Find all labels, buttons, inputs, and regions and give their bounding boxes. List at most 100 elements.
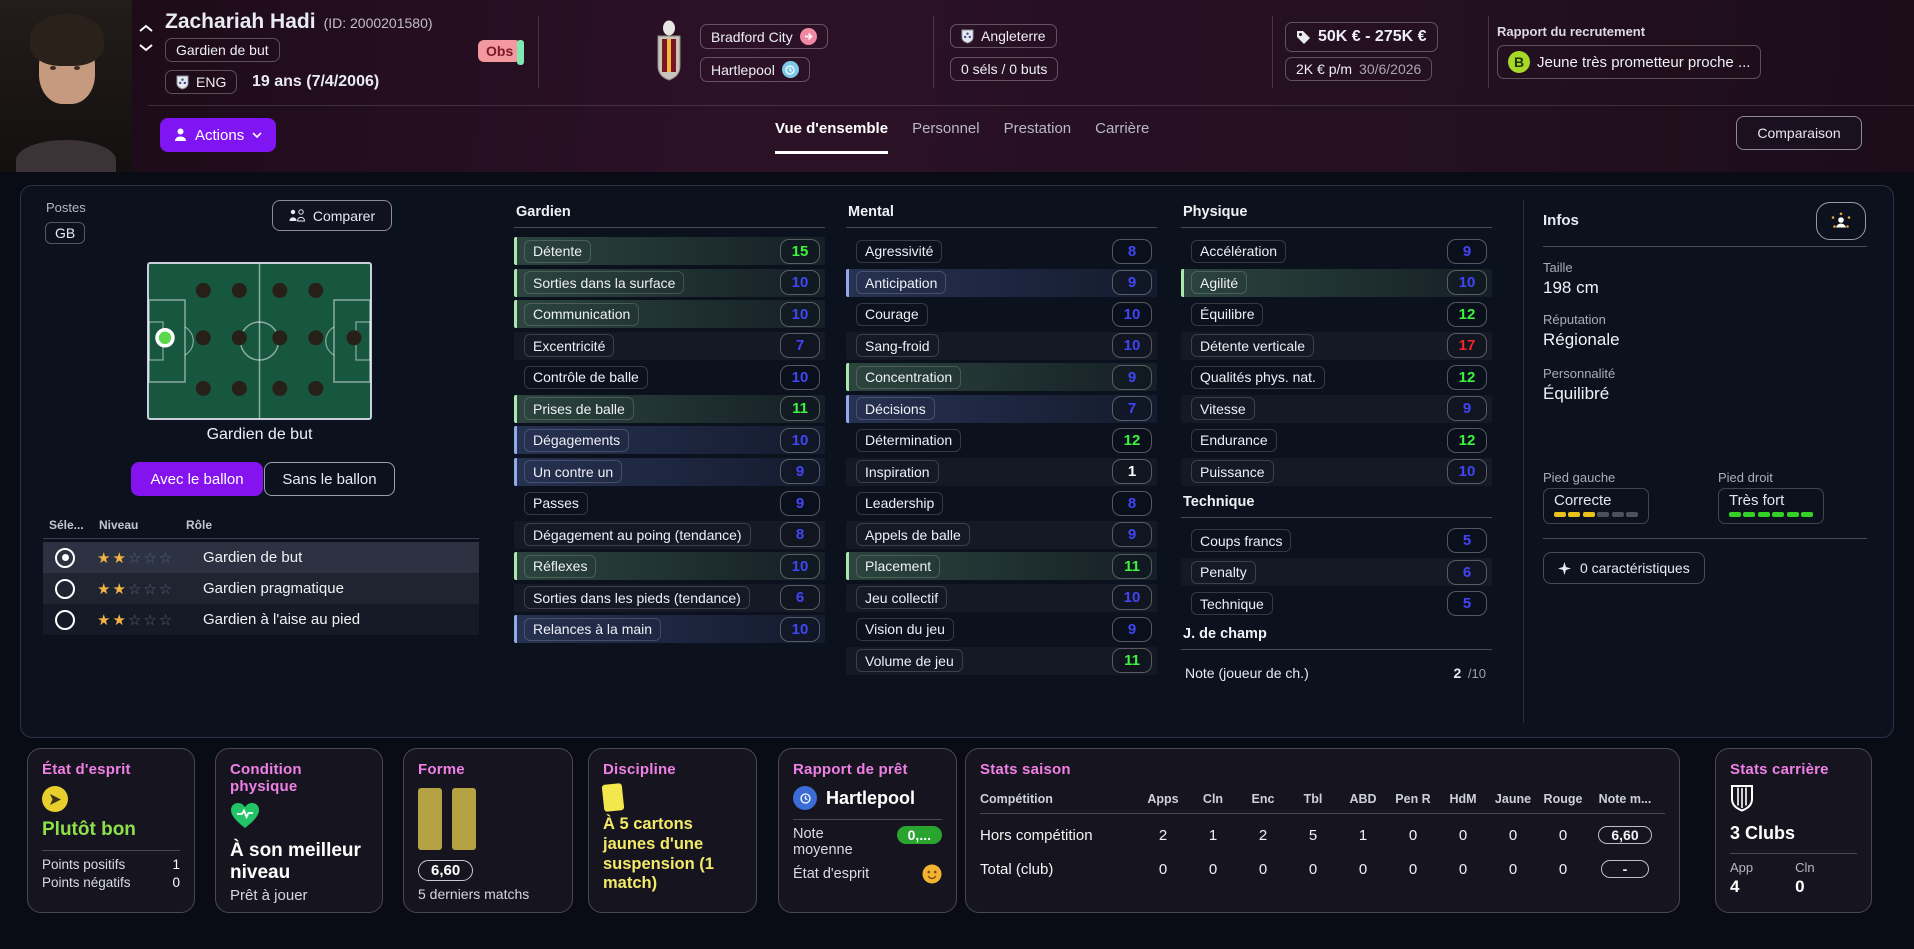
- attribute-row-sang-froid[interactable]: Sang-froid 10: [846, 332, 1157, 360]
- season-competition: Hors compétition: [980, 826, 1093, 844]
- nation-link[interactable]: Angleterre: [950, 24, 1057, 48]
- attribute-row-coups-francs[interactable]: Coups francs 5: [1181, 527, 1492, 555]
- reputation-label: Réputation: [1543, 312, 1606, 327]
- attribute-row-prises-de-balle[interactable]: Prises de balle 11: [514, 394, 825, 423]
- attribute-row-technique[interactable]: Technique 5: [1181, 590, 1492, 618]
- attribute-row-qualit-s-phys-nat[interactable]: Qualités phys. nat. 12: [1181, 363, 1492, 391]
- role-radio[interactable]: [55, 578, 75, 599]
- attribute-row-puissance[interactable]: Puissance 10: [1181, 458, 1492, 486]
- attribute-value: 6: [780, 585, 820, 610]
- attribute-row-d-termination[interactable]: Détermination 12: [846, 426, 1157, 454]
- club-link[interactable]: Bradford City: [700, 24, 828, 49]
- foot-strength-segment: [1772, 512, 1785, 517]
- attribute-row-excentricit[interactable]: Excentricité 7: [514, 332, 825, 360]
- tab-carri-re[interactable]: Carrière: [1095, 120, 1150, 137]
- role-radio[interactable]: [55, 547, 75, 568]
- attribute-value: 1: [1112, 459, 1152, 484]
- form-title: Forme: [418, 761, 465, 778]
- season-stats-row[interactable]: Hors compétition 2 1 2 5 1 0 0 0 0 6,60: [980, 820, 1665, 850]
- attribute-row-courage[interactable]: Courage 10: [846, 300, 1157, 328]
- season-stat-value: 0: [1558, 826, 1568, 844]
- attribute-row-volume-de-jeu[interactable]: Volume de jeu 11: [846, 647, 1157, 675]
- comparer-button[interactable]: Comparer: [272, 200, 392, 231]
- attribute-row-anticipation[interactable]: Anticipation 9: [846, 268, 1157, 297]
- attribute-row-sorties-dans-la-surface[interactable]: Sorties dans la surface 10: [514, 268, 825, 297]
- position-dot: [231, 282, 247, 298]
- right-foot-label: Pied droit: [1718, 470, 1773, 485]
- scouting-obs-badge[interactable]: Obs: [478, 40, 522, 62]
- attribute-row-relances-la-main[interactable]: Relances à la main 10: [514, 615, 825, 643]
- attribute-row-passes[interactable]: Passes 9: [514, 489, 825, 517]
- position-dot: [308, 282, 324, 298]
- attribute-row-acc-l-ration[interactable]: Accélération 9: [1181, 237, 1492, 265]
- attribute-row-d-tente[interactable]: Détente 15: [514, 237, 825, 265]
- attribute-row-r-flexes[interactable]: Réflexes 10: [514, 552, 825, 580]
- attribute-row-vision-du-jeu[interactable]: Vision du jeu 9: [846, 615, 1157, 643]
- attribute-label: Vitesse: [1191, 397, 1255, 420]
- role-radio[interactable]: [55, 609, 75, 630]
- attribute-row-endurance[interactable]: Endurance 12: [1181, 426, 1492, 454]
- attribute-row-d-cisions[interactable]: Décisions 7: [846, 394, 1157, 423]
- season-col-rouge: Rouge: [1543, 792, 1583, 806]
- attribute-label: Réflexes: [524, 554, 597, 578]
- attribute-row-appels-de-balle[interactable]: Appels de balle 9: [846, 521, 1157, 549]
- toggle-without-ball[interactable]: Sans le ballon: [264, 462, 395, 496]
- attribute-row-concentration[interactable]: Concentration 9: [846, 363, 1157, 391]
- season-stats-row[interactable]: Total (club) 0 0 0 0 0 0 0 0 0 -: [980, 854, 1665, 884]
- attribute-row-jeu-collectif[interactable]: Jeu collectif 10: [846, 584, 1157, 612]
- attribute-row-quilibre[interactable]: Équilibre 12: [1181, 300, 1492, 328]
- foot-strength-segment: [1626, 512, 1639, 517]
- attribute-row-sorties-dans-les-pieds-tendance[interactable]: Sorties dans les pieds (tendance) 6: [514, 584, 825, 612]
- actions-button[interactable]: Actions: [160, 118, 277, 152]
- attribute-row-d-gagements[interactable]: Dégagements 10: [514, 426, 825, 454]
- attribute-label: Penalty: [1191, 560, 1256, 584]
- attribute-row-contr-le-de-balle[interactable]: Contrôle de balle 10: [514, 363, 825, 391]
- right-foot-rating: Très fort: [1718, 488, 1824, 524]
- attribute-row-vitesse[interactable]: Vitesse 9: [1181, 395, 1492, 423]
- toggle-with-ball[interactable]: Avec le ballon: [131, 462, 263, 496]
- tab-personnel[interactable]: Personnel: [912, 120, 980, 137]
- attribute-row-agilit[interactable]: Agilité 10: [1181, 268, 1492, 297]
- tab-prestation[interactable]: Prestation: [1003, 120, 1072, 137]
- position-dot: [231, 380, 247, 396]
- recruitment-report-pill[interactable]: B Jeune très prometteur proche ...: [1497, 45, 1762, 79]
- attribute-row-agressivit[interactable]: Agressivité 8: [846, 237, 1157, 265]
- roles-header-role: Rôle: [186, 518, 213, 532]
- outfield-rating-row: Note (joueur de ch.) 2 /10: [1181, 659, 1492, 681]
- comparaison-button[interactable]: Comparaison: [1736, 116, 1862, 150]
- attribute-row-d-gagement-au-poing-tendance[interactable]: Dégagement au poing (tendance) 8: [514, 521, 825, 549]
- attribute-row-leadership[interactable]: Leadership 8: [846, 489, 1157, 517]
- season-col-hdm: HdM: [1449, 792, 1477, 806]
- season-col-pen-r: Pen R: [1395, 792, 1431, 806]
- attribute-label: Technique: [1191, 592, 1273, 615]
- foot-strength-segment: [1757, 512, 1770, 517]
- chevron-down-icon[interactable]: [138, 43, 154, 52]
- attribute-row-un-contre-un[interactable]: Un contre un 9: [514, 457, 825, 486]
- season-col-jaune: Jaune: [1494, 792, 1532, 806]
- tab-vue-d-ensemble[interactable]: Vue d'ensemble: [775, 120, 889, 154]
- role-row-gardien-pragmatique[interactable]: ★★☆☆☆ Gardien pragmatique: [43, 573, 479, 604]
- position-dot: [346, 330, 362, 346]
- attribute-row-communication[interactable]: Communication 10: [514, 300, 825, 328]
- attribute-label: Sang-froid: [856, 334, 939, 357]
- loan-club-row[interactable]: Hartlepool: [793, 786, 942, 810]
- loan-clock-icon: [793, 786, 817, 810]
- attribute-row-d-tente-verticale[interactable]: Détente verticale 17: [1181, 332, 1492, 360]
- chevron-up-icon[interactable]: [138, 24, 154, 33]
- attribute-row-placement[interactable]: Placement 11: [846, 552, 1157, 580]
- season-stat-value: 2: [1158, 826, 1168, 844]
- traits-button[interactable]: 0 caractéristiques: [1543, 552, 1705, 584]
- attribute-value: 7: [1112, 396, 1152, 421]
- nationality-badge[interactable]: ENG: [165, 70, 238, 94]
- role-row-gardien-de-but[interactable]: ★★☆☆☆ Gardien de but: [43, 542, 479, 573]
- attribute-row-inspiration[interactable]: Inspiration 1: [846, 458, 1157, 486]
- loan-club-link[interactable]: Hartlepool: [700, 57, 810, 82]
- social-network-button[interactable]: [1816, 202, 1866, 240]
- attribute-value: 10: [1112, 301, 1152, 327]
- loan-title: Rapport de prêt: [793, 761, 908, 778]
- role-row-gardien-l-aise-au-pied[interactable]: ★★☆☆☆ Gardien à l'aise au pied: [43, 604, 479, 635]
- attribute-row-penalty[interactable]: Penalty 6: [1181, 558, 1492, 586]
- role-star-rating: ★★☆☆☆: [97, 549, 175, 567]
- season-stat-value: 0: [1458, 860, 1468, 878]
- loan-clock-icon: [781, 61, 799, 78]
